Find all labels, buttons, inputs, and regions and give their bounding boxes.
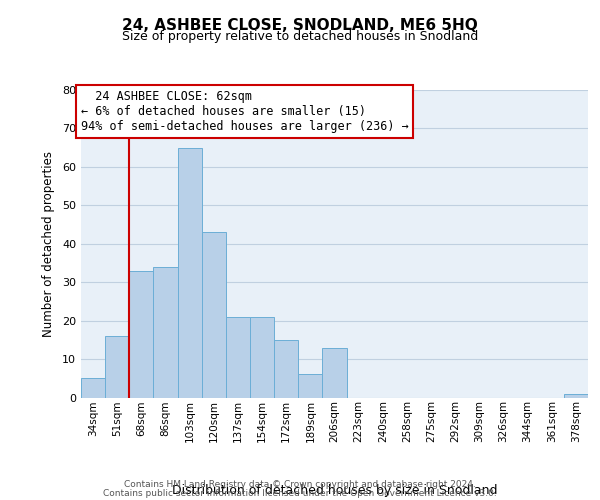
Bar: [81, 378, 105, 398]
Bar: [564, 394, 588, 398]
Text: 24 ASHBEE CLOSE: 62sqm  
← 6% of detached houses are smaller (15)
94% of semi-de: 24 ASHBEE CLOSE: 62sqm ← 6% of detached …: [81, 90, 409, 133]
Bar: [202, 232, 226, 398]
Text: 24, ASHBEE CLOSE, SNODLAND, ME6 5HQ: 24, ASHBEE CLOSE, SNODLAND, ME6 5HQ: [122, 18, 478, 32]
Text: Contains public sector information licensed under the Open Government Licence v3: Contains public sector information licen…: [103, 488, 497, 498]
Bar: [226, 317, 250, 398]
Text: Contains HM Land Registry data © Crown copyright and database right 2024.: Contains HM Land Registry data © Crown c…: [124, 480, 476, 489]
X-axis label: Distribution of detached houses by size in Snodland: Distribution of detached houses by size …: [172, 484, 497, 497]
Bar: [274, 340, 298, 398]
Bar: [178, 148, 202, 398]
Bar: [322, 348, 347, 398]
Text: Size of property relative to detached houses in Snodland: Size of property relative to detached ho…: [122, 30, 478, 43]
Bar: [154, 267, 178, 398]
Bar: [129, 270, 154, 398]
Bar: [250, 317, 274, 398]
Bar: [105, 336, 129, 398]
Y-axis label: Number of detached properties: Number of detached properties: [42, 151, 55, 337]
Bar: [298, 374, 322, 398]
